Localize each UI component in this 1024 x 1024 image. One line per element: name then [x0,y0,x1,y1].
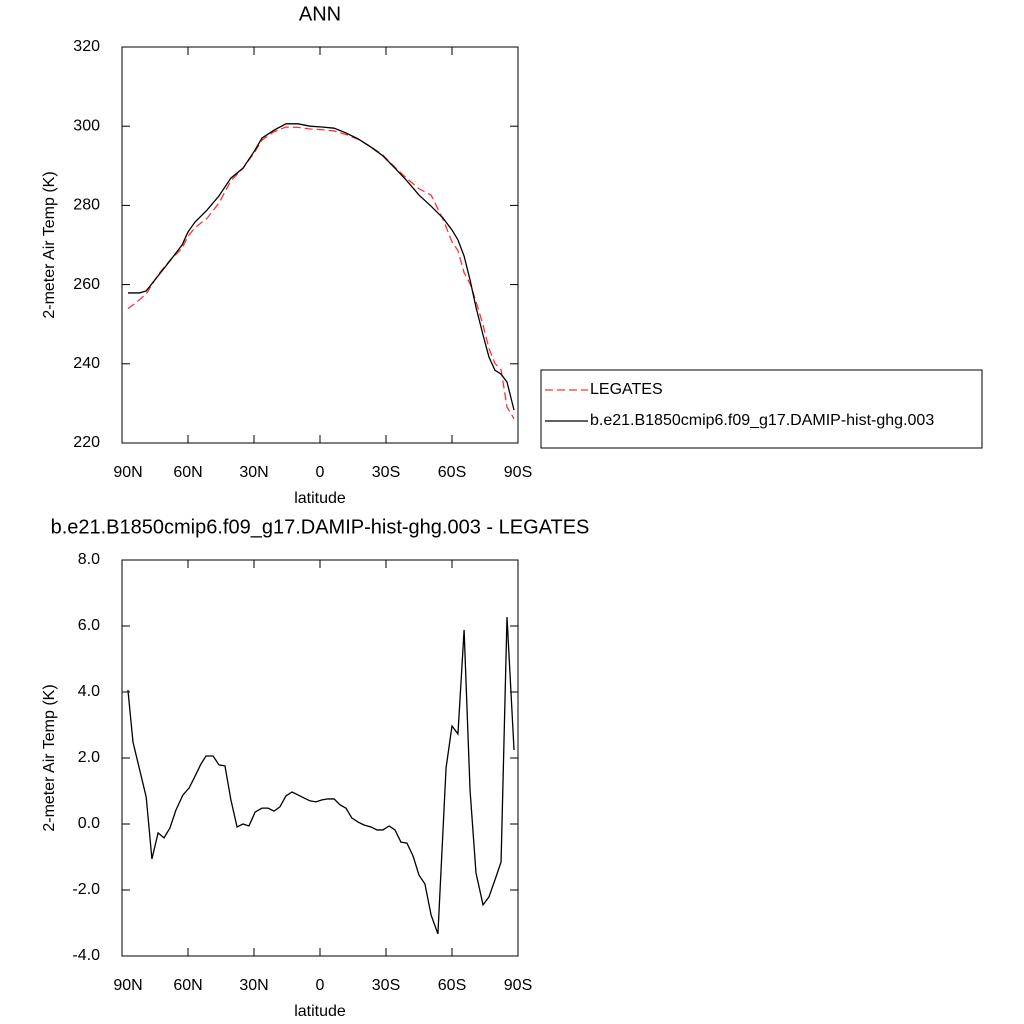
x-tick-label: 90N [113,977,142,994]
y-tick-label: 220 [73,434,100,451]
x-tick-label: 30N [239,977,268,994]
x-tick-label: 60N [173,977,202,994]
y-tick-label: 320 [73,38,100,55]
y-tick-label: 300 [73,117,100,134]
data-line [127,617,515,935]
x-tick-label: 0 [316,464,325,481]
y-tick-label: 6.0 [78,617,100,634]
y-axis-label: 2-meter Air Temp (K) [41,684,58,831]
y-tick-label: 280 [73,197,100,214]
y-tick-label: 240 [73,355,100,372]
y-tick-label: 0.0 [78,815,100,832]
legend-box [540,369,983,449]
data-line [127,123,515,411]
y-tick-label: -2.0 [72,881,100,898]
x-tick-label: 90S [504,977,532,994]
x-tick-label: 60S [438,464,466,481]
x-tick-label: 90N [113,464,142,481]
x-tick-label: 30N [239,464,268,481]
x-axis-label: latitude [294,1003,346,1020]
legend-label: b.e21.B1850cmip6.f09_g17.DAMIP-hist-ghg.… [590,412,934,429]
x-tick-label: 30S [372,464,400,481]
y-tick-label: 4.0 [78,683,100,700]
data-line [127,126,515,420]
legend-label: LEGATES [590,381,663,398]
x-tick-label: 60N [173,464,202,481]
y-tick-label: -4.0 [72,947,100,964]
chart-title: ANN [299,3,341,25]
x-tick-label: 60S [438,977,466,994]
chart-title: b.e21.B1850cmip6.f09_g17.DAMIP-hist-ghg.… [51,516,590,538]
plot-frame [121,559,519,957]
x-tick-label: 30S [372,977,400,994]
x-tick-label: 90S [504,464,532,481]
y-axis-label: 2-meter Air Temp (K) [41,171,58,318]
y-tick-label: 260 [73,276,100,293]
y-tick-label: 8.0 [78,551,100,568]
x-axis-label: latitude [294,490,346,507]
x-tick-label: 0 [316,977,325,994]
y-tick-label: 2.0 [78,749,100,766]
